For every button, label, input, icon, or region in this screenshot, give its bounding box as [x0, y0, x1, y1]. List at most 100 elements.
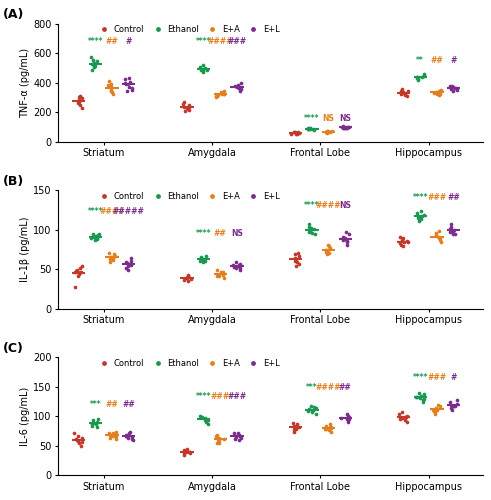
Text: ###: ### — [227, 392, 246, 402]
Point — [180, 446, 188, 454]
Point — [235, 84, 243, 92]
Point — [213, 272, 220, 280]
Point — [108, 86, 115, 94]
Text: ###: ### — [227, 37, 246, 46]
Point — [110, 432, 118, 440]
Text: NS: NS — [339, 201, 351, 210]
Point — [400, 238, 408, 246]
Point — [109, 254, 116, 262]
Point — [232, 433, 240, 441]
Point — [183, 274, 191, 282]
Point — [395, 410, 403, 418]
Point — [74, 96, 82, 104]
Point — [184, 272, 192, 280]
Text: ##: ## — [431, 56, 443, 65]
Point — [108, 80, 115, 88]
Point — [436, 88, 443, 96]
Point — [434, 90, 441, 98]
Text: #: # — [450, 373, 457, 382]
Point — [71, 430, 79, 438]
Point — [107, 82, 114, 90]
Point — [326, 128, 334, 136]
Text: ****: **** — [304, 114, 320, 123]
Point — [397, 239, 405, 247]
Point — [305, 220, 313, 228]
Point — [305, 222, 313, 230]
Point — [195, 64, 203, 72]
Point — [214, 92, 221, 100]
Point — [447, 220, 455, 228]
Point — [78, 434, 86, 442]
Text: ***: *** — [306, 384, 318, 392]
Point — [93, 234, 101, 242]
Point — [74, 432, 82, 440]
Point — [201, 416, 209, 424]
Point — [295, 260, 303, 268]
Point — [198, 413, 206, 421]
Point — [214, 438, 222, 446]
Point — [445, 82, 453, 90]
Point — [219, 86, 227, 94]
Point — [327, 424, 335, 432]
Point — [230, 263, 238, 271]
Point — [310, 225, 318, 233]
Point — [199, 258, 207, 266]
Point — [198, 256, 206, 264]
Point — [78, 104, 86, 112]
Point — [339, 236, 347, 244]
Point — [304, 126, 312, 134]
Point — [91, 62, 99, 70]
Text: ###: ### — [427, 373, 446, 382]
Point — [76, 264, 84, 272]
Point — [446, 225, 454, 233]
Point — [449, 402, 457, 409]
Text: (A): (A) — [2, 8, 24, 21]
Point — [398, 85, 406, 93]
Point — [412, 393, 420, 401]
Y-axis label: IL-1β (pg/mL): IL-1β (pg/mL) — [20, 217, 30, 282]
Point — [294, 248, 302, 256]
Point — [75, 93, 83, 101]
Point — [322, 246, 330, 254]
Point — [344, 413, 352, 421]
Point — [343, 237, 351, 245]
Point — [121, 79, 129, 87]
Point — [218, 90, 226, 98]
Point — [435, 234, 443, 242]
Point — [91, 236, 99, 244]
Point — [326, 242, 333, 250]
Point — [400, 242, 408, 250]
Point — [220, 90, 228, 98]
Point — [122, 430, 130, 438]
Point — [435, 91, 443, 99]
Point — [414, 212, 422, 220]
Point — [396, 414, 404, 422]
Point — [109, 430, 116, 438]
Point — [323, 250, 330, 258]
Point — [307, 402, 315, 410]
Text: #: # — [125, 37, 132, 46]
Point — [446, 228, 454, 236]
Point — [215, 434, 222, 442]
Y-axis label: IL-6 (pg/mL): IL-6 (pg/mL) — [20, 386, 30, 446]
Point — [126, 78, 134, 86]
Point — [306, 125, 314, 133]
Point — [323, 129, 331, 137]
Point — [343, 124, 351, 132]
Point — [199, 68, 207, 76]
Point — [403, 418, 411, 426]
Point — [306, 226, 314, 234]
Point — [295, 423, 303, 431]
Point — [453, 400, 461, 407]
Point — [74, 99, 82, 107]
Point — [128, 433, 136, 441]
Point — [292, 255, 300, 263]
Point — [204, 420, 212, 428]
Point — [234, 429, 242, 437]
Point — [308, 229, 316, 237]
Point — [127, 254, 135, 262]
Point — [420, 72, 428, 80]
Point — [196, 258, 204, 266]
Point — [322, 248, 329, 256]
Point — [88, 66, 96, 74]
